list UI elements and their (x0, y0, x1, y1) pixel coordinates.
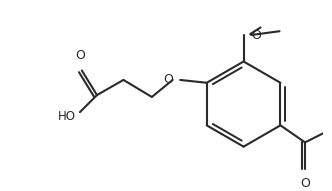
Text: O: O (163, 74, 173, 87)
Text: HO: HO (58, 110, 76, 123)
Text: O: O (75, 49, 85, 62)
Text: O: O (300, 177, 310, 190)
Text: O: O (251, 28, 261, 41)
